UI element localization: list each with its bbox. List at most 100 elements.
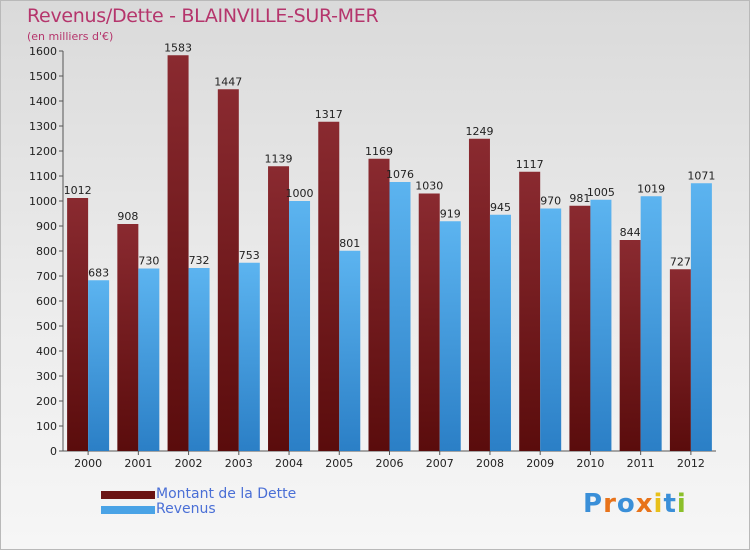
data-label-dette: 1117 bbox=[516, 158, 544, 171]
logo-letter: i bbox=[676, 489, 687, 519]
chart-data-labels: 1012 908 1583 1447 1139 1317 1169 1030 1249 1117 9… bbox=[64, 41, 716, 279]
x-tick-label: 2003 bbox=[225, 457, 253, 470]
chart-bars bbox=[67, 55, 712, 451]
y-tick-label: 500 bbox=[36, 320, 57, 333]
x-tick-label: 2004 bbox=[275, 457, 303, 470]
y-tick-label: 1000 bbox=[29, 195, 57, 208]
logo-letter: P bbox=[583, 489, 604, 519]
x-tick-label: 2009 bbox=[526, 457, 554, 470]
y-tick-label: 900 bbox=[36, 220, 57, 233]
bar-dette bbox=[519, 171, 541, 451]
bar-revenus bbox=[289, 201, 311, 451]
data-label-revenus: 1005 bbox=[587, 186, 615, 199]
x-tick-label: 2007 bbox=[426, 457, 454, 470]
bar-dette bbox=[318, 121, 340, 451]
data-label-dette: 1169 bbox=[365, 145, 393, 158]
logo-letter: t bbox=[663, 489, 677, 519]
y-tick-label: 1200 bbox=[29, 145, 57, 158]
x-tick-label: 2010 bbox=[576, 457, 604, 470]
y-tick-label: 1300 bbox=[29, 120, 57, 133]
x-tick-label: 2002 bbox=[175, 457, 203, 470]
data-label-dette: 1139 bbox=[265, 152, 293, 165]
legend-label-dette: Montant de la Dette bbox=[156, 486, 297, 502]
y-tick-label: 100 bbox=[36, 420, 57, 433]
legend-label-revenus: Revenus bbox=[156, 501, 216, 517]
legend-swatch-revenus bbox=[101, 506, 155, 514]
proxiti-logo: Proxiti bbox=[583, 489, 687, 519]
x-tick-label: 2008 bbox=[476, 457, 504, 470]
data-label-dette: 727 bbox=[670, 255, 691, 268]
bar-dette bbox=[268, 166, 290, 451]
bar-dette bbox=[669, 269, 691, 451]
bar-revenus bbox=[238, 262, 260, 451]
data-label-revenus: 945 bbox=[490, 201, 511, 214]
bar-dette bbox=[468, 138, 490, 451]
bar-dette bbox=[418, 193, 440, 451]
data-label-revenus: 732 bbox=[189, 254, 210, 267]
y-tick-label: 600 bbox=[36, 295, 57, 308]
y-tick-label: 700 bbox=[36, 270, 57, 283]
chart-subtitle: (en milliers d'€) bbox=[27, 30, 114, 43]
data-label-dette: 1317 bbox=[315, 108, 343, 121]
bar-revenus bbox=[439, 221, 461, 451]
bar-dette bbox=[217, 89, 239, 451]
data-label-revenus: 1076 bbox=[386, 168, 414, 181]
logo-letter: r bbox=[603, 489, 617, 519]
bar-revenus bbox=[188, 268, 210, 451]
data-label-revenus: 919 bbox=[440, 207, 461, 220]
bar-revenus bbox=[690, 183, 712, 451]
data-label-revenus: 1019 bbox=[637, 182, 665, 195]
data-label-dette: 1249 bbox=[465, 125, 493, 138]
data-label-dette: 1447 bbox=[214, 75, 242, 88]
y-tick-label: 300 bbox=[36, 370, 57, 383]
chart-title: Revenus/Dette - BLAINVILLE-SUR-MER bbox=[27, 5, 379, 27]
y-tick-label: 1600 bbox=[29, 45, 57, 58]
data-label-revenus: 753 bbox=[239, 249, 260, 262]
y-tick-label: 1100 bbox=[29, 170, 57, 183]
bar-dette bbox=[117, 224, 139, 451]
bar-dette bbox=[368, 158, 390, 451]
data-label-dette: 1012 bbox=[64, 184, 92, 197]
data-label-revenus: 1071 bbox=[687, 169, 715, 182]
data-label-dette: 908 bbox=[117, 210, 138, 223]
x-tick-label: 2001 bbox=[124, 457, 152, 470]
y-tick-label: 400 bbox=[36, 345, 57, 358]
bar-revenus bbox=[590, 199, 612, 451]
x-tick-label: 2012 bbox=[677, 457, 705, 470]
bar-revenus bbox=[489, 214, 511, 451]
data-label-revenus: 801 bbox=[339, 237, 360, 250]
data-label-revenus: 1000 bbox=[286, 187, 314, 200]
bar-dette bbox=[67, 198, 89, 451]
x-tick-label: 2000 bbox=[74, 457, 102, 470]
y-tick-label: 1400 bbox=[29, 95, 57, 108]
data-label-dette: 1583 bbox=[164, 41, 192, 54]
logo-letter: i bbox=[653, 489, 664, 519]
data-label-revenus: 730 bbox=[138, 255, 159, 268]
data-label-dette: 844 bbox=[620, 226, 641, 239]
data-label-dette: 1030 bbox=[415, 180, 443, 193]
bar-dette bbox=[569, 205, 591, 451]
data-label-dette: 981 bbox=[569, 192, 590, 205]
y-tick-label: 1500 bbox=[29, 70, 57, 83]
bar-dette bbox=[167, 55, 189, 451]
bar-revenus bbox=[88, 280, 110, 451]
logo-letter: x bbox=[635, 489, 654, 519]
x-tick-label: 2011 bbox=[627, 457, 655, 470]
bar-revenus bbox=[540, 208, 562, 451]
x-tick-label: 2005 bbox=[325, 457, 353, 470]
bar-revenus bbox=[389, 182, 411, 451]
data-label-revenus: 683 bbox=[88, 266, 109, 279]
y-tick-label: 200 bbox=[36, 395, 57, 408]
bar-revenus bbox=[640, 196, 662, 451]
bar-dette bbox=[619, 240, 641, 451]
data-label-revenus: 970 bbox=[540, 195, 561, 208]
x-tick-label: 2006 bbox=[376, 457, 404, 470]
legend-swatch-dette bbox=[101, 491, 155, 499]
y-tick-label: 0 bbox=[50, 445, 57, 458]
bar-revenus bbox=[339, 250, 361, 451]
logo-letter: o bbox=[616, 489, 636, 519]
bar-revenus bbox=[138, 268, 160, 451]
y-tick-label: 800 bbox=[36, 245, 57, 258]
